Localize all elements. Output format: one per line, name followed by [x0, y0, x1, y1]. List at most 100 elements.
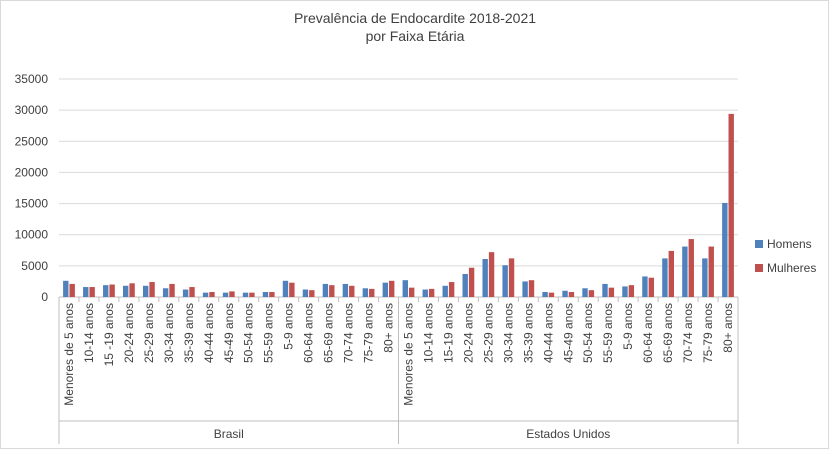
bar-homens [482, 259, 488, 297]
x-category-label: 10-14 anos [421, 303, 435, 363]
chart-title-line-1: Prevalência de Endocardite 2018-2021 [294, 10, 536, 26]
bar-mulheres [169, 283, 175, 297]
bar-homens [242, 292, 249, 297]
y-tick-label: 0 [41, 290, 48, 304]
bar-mulheres [508, 258, 515, 297]
bar-homens [582, 288, 588, 297]
y-tick-label: 15000 [15, 197, 49, 211]
x-category-label: Menores de 5 anos [401, 303, 415, 406]
x-category-label: 60-64 anos [641, 303, 655, 363]
bar-homens [502, 265, 508, 297]
bar-homens [722, 202, 728, 297]
bar-mulheres [468, 267, 475, 297]
bar-mulheres [129, 283, 135, 297]
legend-swatch-homens [755, 240, 763, 248]
x-category-label: 45-49 anos [222, 303, 236, 363]
x-category-label: 70-74 anos [681, 303, 695, 363]
x-category-label: 5-9 anos [621, 303, 635, 350]
bar-mulheres [289, 282, 295, 297]
group-label: Estados Unidos [526, 427, 610, 441]
x-category-label: 15-19 anos [441, 303, 455, 363]
bar-mulheres [69, 283, 75, 297]
x-category-label: 35-39 anos [521, 303, 535, 363]
y-tick-label: 20000 [15, 165, 49, 179]
bar-homens [182, 289, 189, 297]
bar-homens [322, 283, 329, 297]
legend-swatch-mulheres [755, 264, 763, 272]
bar-mulheres [389, 280, 395, 297]
x-category-label: 50-54 anos [242, 303, 256, 363]
x-category-label: 40-44 anos [202, 303, 216, 363]
bar-homens [83, 287, 89, 297]
x-category-label: 25-29 anos [142, 303, 156, 363]
bar-mulheres [269, 292, 275, 297]
bar-mulheres [728, 113, 734, 297]
bar-mulheres [428, 288, 435, 297]
x-category-label: 65-69 anos [661, 303, 675, 363]
bar-homens [142, 285, 149, 297]
bar-mulheres [448, 282, 455, 297]
bar-homens [103, 285, 109, 297]
bar-homens [362, 288, 369, 297]
x-category-label: 55-59 anos [601, 303, 615, 363]
bar-mulheres [608, 287, 615, 297]
legend: Homens Mulheres [755, 237, 816, 275]
x-category-label: 60-64 anos [302, 303, 316, 363]
x-category-label: 25-29 anos [481, 303, 495, 363]
x-category-label: 30-34 anos [162, 303, 176, 363]
bar-mulheres [648, 277, 655, 297]
y-tick-label: 30000 [15, 103, 49, 117]
bar-homens [622, 286, 628, 297]
bar-homens [222, 292, 229, 297]
bar-homens [302, 289, 309, 297]
bar-mulheres [309, 290, 315, 297]
x-category-label: 80+ anos [382, 303, 396, 353]
bar-homens [442, 285, 448, 297]
chart-title-line-2: por Faixa Etária [366, 28, 465, 44]
bar-homens [382, 282, 389, 297]
bar-mulheres [329, 285, 335, 297]
x-category-label: 40-44 anos [541, 303, 555, 363]
y-tick-label: 10000 [15, 228, 49, 242]
bar-mulheres [568, 292, 575, 297]
plot-area: 0 5000 10000 15000 20000 25000 30000 35000 Menor… [15, 72, 739, 444]
bar-homens [63, 280, 69, 297]
x-category-label: 45-49 anos [561, 303, 575, 363]
x-category-label: 65-69 anos [322, 303, 336, 363]
bar-mulheres [109, 284, 115, 297]
bar-mulheres [548, 292, 555, 297]
bar-homens [282, 280, 289, 297]
x-category-label: 35-39 anos [182, 303, 196, 363]
x-category-label: Menores de 5 anos [62, 303, 76, 406]
bar-homens [162, 288, 169, 297]
x-category-label: 10-14 anos [82, 303, 96, 363]
x-category-label: 5-9 anos [282, 303, 296, 350]
bar-mulheres [209, 292, 215, 297]
x-category-label: 20-24 anos [461, 303, 475, 363]
bar-mulheres [189, 287, 195, 297]
bar-homens [123, 285, 129, 297]
bar-mulheres [369, 288, 375, 297]
bar-homens [422, 289, 428, 297]
x-category-label: 75-79 anos [362, 303, 376, 363]
bar-homens [522, 281, 528, 297]
x-category-label: 30-34 anos [501, 303, 515, 363]
bar-homens [702, 258, 708, 297]
legend-label: Homens [767, 237, 812, 251]
bar-mulheres [349, 285, 355, 297]
x-category-label: 70-74 anos [342, 303, 356, 363]
x-category-label: 80+ anos [721, 303, 735, 353]
bar-mulheres [89, 287, 95, 297]
bar-mulheres [229, 291, 235, 297]
bar-homens [662, 258, 668, 297]
bar-mulheres [628, 285, 635, 297]
x-category-label: 75-79 anos [701, 303, 715, 363]
bar-mulheres [588, 290, 595, 297]
bar-mulheres [149, 282, 155, 297]
bar-homens [642, 276, 648, 297]
bar-homens [562, 290, 568, 297]
bar-mulheres [408, 287, 415, 297]
bar-homens [342, 283, 349, 297]
